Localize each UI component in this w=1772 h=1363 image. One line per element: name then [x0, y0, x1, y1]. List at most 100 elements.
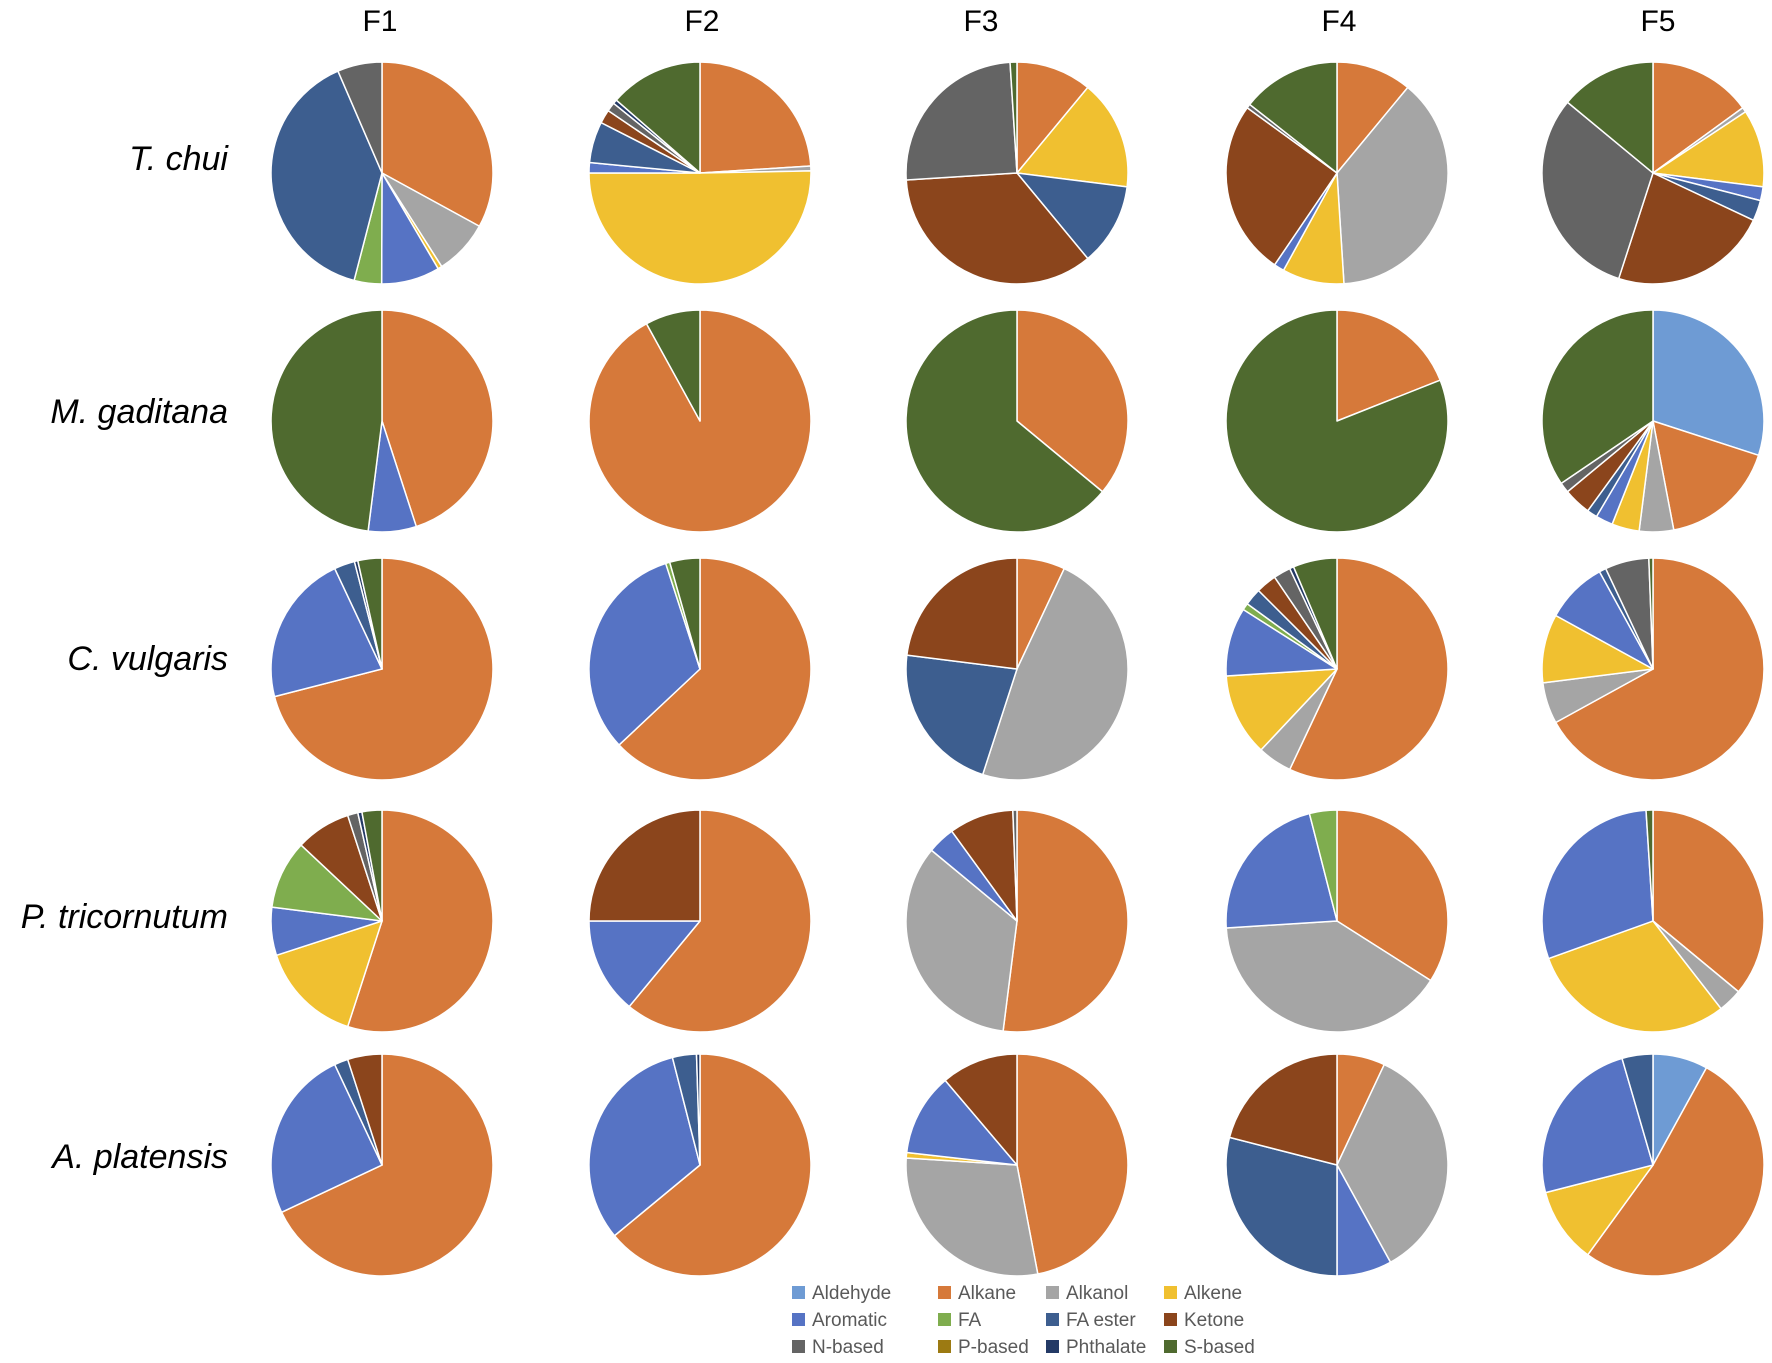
- pie-slice-aromatic: [588, 1056, 701, 1237]
- legend-item-fa: FA: [938, 1310, 982, 1331]
- pie-slice-alkanol: [1225, 920, 1432, 1033]
- pie-p-tricornutum-f3: [905, 809, 1129, 1033]
- pie-slice-alkane: [280, 1053, 494, 1277]
- pie-slice-s-based: [270, 309, 383, 532]
- legend-swatch-alkane: [938, 1286, 951, 1299]
- pie-m-gaditana-f3: [905, 309, 1129, 533]
- pie-slice-s-based: [668, 557, 701, 670]
- pie-slice-ketone: [906, 557, 1018, 670]
- column-label-f5: F5: [1640, 5, 1675, 38]
- legend-label-alkane: Alkane: [958, 1283, 1016, 1304]
- pie-slice-ketone: [944, 1053, 1018, 1166]
- row-label-p-tricornutum: P. tricornutum: [21, 898, 228, 936]
- pie-a-platensis-f2: [588, 1053, 812, 1277]
- pie-m-gaditana-f4: [1225, 309, 1449, 533]
- pie-t-chui-f2: [588, 61, 812, 285]
- pie-slice-aldehyde: [1652, 309, 1765, 457]
- legend-item-ketone: Ketone: [1164, 1310, 1244, 1331]
- legend-label-fa-ester: FA ester: [1066, 1310, 1136, 1331]
- pie-slice-alkane: [1016, 61, 1089, 174]
- pie-p-tricornutum-f2: [588, 809, 812, 1033]
- pie-c-vulgaris-f1: [270, 557, 494, 781]
- legend-item-aromatic: Aromatic: [792, 1310, 887, 1331]
- pie-slice-ketone: [1617, 172, 1755, 285]
- pie-m-gaditana-f1: [270, 309, 494, 533]
- pie-slice-aromatic: [588, 920, 701, 1008]
- pie-slice-s-based: [357, 557, 383, 670]
- pie-slice-s-based: [1645, 809, 1654, 922]
- pie-a-platensis-f5: [1541, 1053, 1765, 1277]
- pie-slice-n-based: [905, 61, 1018, 181]
- pie-slice-ketone: [588, 809, 701, 922]
- column-label-f1: F1: [362, 5, 397, 38]
- pie-p-tricornutum-f4: [1225, 809, 1449, 1033]
- pie-m-gaditana-f2: [588, 309, 812, 533]
- legend: Aldehyde Alkane Alkanol Alkene Aromatic FA FA …: [792, 1283, 1255, 1358]
- legend-swatch-ketone: [1164, 1313, 1177, 1326]
- legend-swatch-alkene: [1164, 1286, 1177, 1299]
- row-label-m-gaditana: M. gaditana: [50, 393, 228, 431]
- pie-slice-alkanol: [1336, 86, 1449, 285]
- pie-slice-n-based: [1012, 809, 1018, 922]
- pie-slice-alkanol: [905, 849, 1018, 1032]
- pie-slice-alkanol: [1336, 1063, 1449, 1264]
- pie-slice-alkane: [1016, 1053, 1129, 1275]
- pie-t-chui-f3: [905, 61, 1129, 285]
- legend-swatch-fa-ester: [1046, 1313, 1059, 1326]
- pie-slice-fa-ester: [270, 70, 383, 282]
- pie-slice-fa-ester: [1225, 1136, 1338, 1277]
- pie-slice-s-based: [1292, 557, 1338, 670]
- legend-item-phthalate: Phthalate: [1046, 1337, 1146, 1358]
- legend-item-alkane: Alkane: [938, 1283, 1016, 1304]
- pie-slice-alkene: [1544, 1164, 1654, 1256]
- pie-slice-aromatic: [270, 1063, 383, 1214]
- pie-slice-fa: [1308, 809, 1338, 922]
- legend-item-n-based: N-based: [792, 1337, 884, 1358]
- pie-m-gaditana-f5: [1541, 309, 1765, 533]
- column-label-f2: F2: [684, 5, 719, 38]
- pie-slice-fa-ester: [1016, 172, 1128, 260]
- pie-a-platensis-f4: [1225, 1053, 1449, 1277]
- pie-slice-aromatic: [1541, 1057, 1654, 1194]
- pie-c-vulgaris-f2: [588, 557, 812, 781]
- pie-t-chui-f1: [270, 61, 494, 285]
- pie-a-platensis-f1: [270, 1053, 494, 1277]
- legend-label-p-based: P-based: [958, 1337, 1029, 1358]
- pie-slice-alkane: [613, 1053, 812, 1277]
- pie-slice-alkane: [381, 61, 494, 228]
- pie-slice-phthalate: [695, 1053, 701, 1166]
- pie-slice-s-based: [1248, 61, 1338, 174]
- legend-item-fa-ester: FA ester: [1046, 1310, 1136, 1331]
- pie-slice-alkane: [628, 809, 812, 1033]
- pie-p-tricornutum-f1: [270, 809, 494, 1033]
- pie-slice-alkane: [1652, 809, 1765, 993]
- pie-slice-alkane: [1652, 61, 1744, 174]
- legend-swatch-n-based: [792, 1340, 805, 1353]
- row-label-t-chui: T. chui: [129, 140, 229, 178]
- pie-slice-s-based: [1541, 309, 1654, 485]
- pie-slice-alkene: [1016, 86, 1129, 188]
- pie-slice-alkane: [699, 61, 812, 174]
- pie-a-platensis-f3: [905, 1053, 1129, 1277]
- legend-item-alkanol: Alkanol: [1046, 1283, 1128, 1304]
- pie-slice-alkane: [346, 809, 494, 1033]
- legend-item-alkene: Alkene: [1164, 1283, 1242, 1304]
- pie-t-chui-f4: [1225, 61, 1449, 285]
- legend-item-p-based: P-based: [938, 1337, 1029, 1358]
- pie-slice-fa-ester: [1621, 1053, 1654, 1166]
- legend-label-ketone: Ketone: [1184, 1310, 1244, 1331]
- pie-slice-alkane: [273, 557, 494, 781]
- pie-slice-aromatic: [1541, 809, 1654, 960]
- pie-c-vulgaris-f5: [1541, 557, 1765, 781]
- pie-slice-alkene: [1652, 111, 1765, 188]
- pie-slice-s-based: [615, 61, 701, 174]
- pie-slice-aromatic: [905, 1079, 1018, 1166]
- legend-label-n-based: N-based: [812, 1337, 884, 1358]
- pie-slice-alkanol: [905, 1157, 1039, 1277]
- row-label-a-platensis: A. platensis: [50, 1138, 228, 1176]
- pie-slice-aromatic: [588, 562, 701, 746]
- pie-slice-s-based: [1225, 309, 1449, 533]
- legend-item-s-based: S-based: [1164, 1337, 1255, 1358]
- legend-label-alkene: Alkene: [1184, 1283, 1242, 1304]
